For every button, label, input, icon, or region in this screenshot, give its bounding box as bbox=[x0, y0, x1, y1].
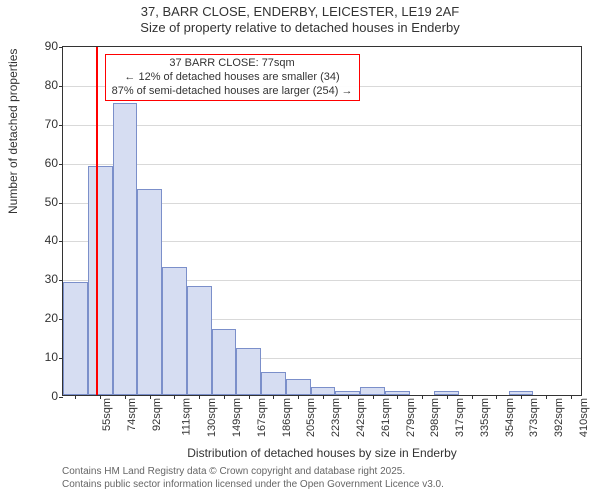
histogram-bar bbox=[63, 282, 88, 395]
histogram-bar bbox=[261, 372, 286, 395]
histogram-bar bbox=[113, 103, 138, 395]
x-axis-label: Distribution of detached houses by size … bbox=[62, 446, 582, 460]
x-tick-label: 392sqm bbox=[553, 398, 565, 437]
x-tick-label: 279sqm bbox=[405, 398, 417, 437]
x-tick-label: 354sqm bbox=[504, 398, 516, 437]
x-tick-mark bbox=[273, 395, 274, 399]
x-tick-label: 410sqm bbox=[578, 398, 590, 437]
histogram-bar bbox=[360, 387, 385, 395]
y-tick-mark bbox=[59, 125, 63, 126]
y-tick-mark bbox=[59, 47, 63, 48]
y-tick-mark bbox=[59, 280, 63, 281]
x-tick-mark bbox=[174, 395, 175, 399]
x-tick-label: 74sqm bbox=[126, 398, 138, 431]
x-tick-mark bbox=[447, 395, 448, 399]
y-tick-mark bbox=[59, 203, 63, 204]
x-tick-mark bbox=[348, 395, 349, 399]
x-tick-label: 111sqm bbox=[180, 398, 192, 436]
attribution-line-2: Contains public sector information licen… bbox=[62, 479, 582, 492]
attribution-line-1: Contains HM Land Registry data © Crown c… bbox=[62, 466, 582, 479]
x-tick-label: 242sqm bbox=[355, 398, 367, 437]
chart-title: 37, BARR CLOSE, ENDERBY, LEICESTER, LE19… bbox=[0, 4, 600, 37]
info-box-line-3: 87% of semi-detached houses are larger (… bbox=[112, 85, 353, 99]
y-tick-mark bbox=[59, 241, 63, 242]
x-tick-mark bbox=[249, 395, 250, 399]
y-tick-mark bbox=[59, 86, 63, 87]
y-axis-label: Number of detached properties bbox=[6, 49, 20, 214]
x-tick-mark bbox=[397, 395, 398, 399]
x-tick-mark bbox=[199, 395, 200, 399]
x-tick-label: 261sqm bbox=[380, 398, 392, 437]
info-box-line-2: ← 12% of detached houses are smaller (34… bbox=[112, 71, 353, 85]
x-tick-label: 130sqm bbox=[207, 398, 219, 437]
x-tick-label: 186sqm bbox=[281, 398, 293, 437]
x-tick-label: 373sqm bbox=[528, 398, 540, 437]
x-tick-mark bbox=[323, 395, 324, 399]
info-box: 37 BARR CLOSE: 77sqm← 12% of detached ho… bbox=[105, 54, 360, 101]
x-tick-label: 317sqm bbox=[454, 398, 466, 437]
x-tick-label: 298sqm bbox=[429, 398, 441, 437]
histogram-bar bbox=[311, 387, 336, 395]
x-tick-mark bbox=[546, 395, 547, 399]
x-tick-label: 167sqm bbox=[256, 398, 268, 437]
x-tick-mark bbox=[298, 395, 299, 399]
x-tick-mark bbox=[521, 395, 522, 399]
x-tick-mark bbox=[571, 395, 572, 399]
x-tick-label: 335sqm bbox=[479, 398, 491, 437]
x-tick-mark bbox=[373, 395, 374, 399]
x-tick-label: 223sqm bbox=[330, 398, 342, 437]
y-tick-label: 60 bbox=[26, 156, 58, 170]
y-tick-label: 30 bbox=[26, 272, 58, 286]
histogram-bar bbox=[212, 329, 237, 395]
info-box-line-1: 37 BARR CLOSE: 77sqm bbox=[112, 57, 353, 71]
histogram-bar bbox=[137, 189, 162, 395]
y-tick-label: 0 bbox=[26, 389, 58, 403]
x-tick-mark bbox=[472, 395, 473, 399]
histogram-bar bbox=[162, 267, 187, 395]
x-tick-mark bbox=[422, 395, 423, 399]
gridline bbox=[63, 125, 581, 126]
x-tick-mark bbox=[496, 395, 497, 399]
attribution: Contains HM Land Registry data © Crown c… bbox=[62, 466, 582, 491]
x-tick-label: 55sqm bbox=[101, 398, 113, 431]
y-tick-mark bbox=[59, 397, 63, 398]
histogram-bar bbox=[286, 379, 311, 395]
x-tick-mark bbox=[224, 395, 225, 399]
y-tick-label: 40 bbox=[26, 233, 58, 247]
y-tick-mark bbox=[59, 164, 63, 165]
histogram-bar bbox=[88, 166, 113, 395]
plot-area: 37 BARR CLOSE: 77sqm← 12% of detached ho… bbox=[62, 46, 582, 396]
y-tick-label: 80 bbox=[26, 78, 58, 92]
x-tick-label: 149sqm bbox=[231, 398, 243, 437]
title-line-2: Size of property relative to detached ho… bbox=[0, 20, 600, 36]
x-tick-label: 205sqm bbox=[306, 398, 318, 437]
y-tick-label: 70 bbox=[26, 117, 58, 131]
y-tick-label: 20 bbox=[26, 311, 58, 325]
title-line-1: 37, BARR CLOSE, ENDERBY, LEICESTER, LE19… bbox=[0, 4, 600, 20]
y-tick-label: 10 bbox=[26, 350, 58, 364]
y-tick-label: 90 bbox=[26, 39, 58, 53]
histogram-bar bbox=[236, 348, 261, 395]
gridline bbox=[63, 164, 581, 165]
marker-line bbox=[96, 47, 98, 395]
x-tick-mark bbox=[75, 395, 76, 399]
y-tick-label: 50 bbox=[26, 195, 58, 209]
chart-root: 37, BARR CLOSE, ENDERBY, LEICESTER, LE19… bbox=[0, 0, 600, 500]
histogram-bar bbox=[187, 286, 212, 395]
x-tick-label: 92sqm bbox=[151, 398, 163, 431]
